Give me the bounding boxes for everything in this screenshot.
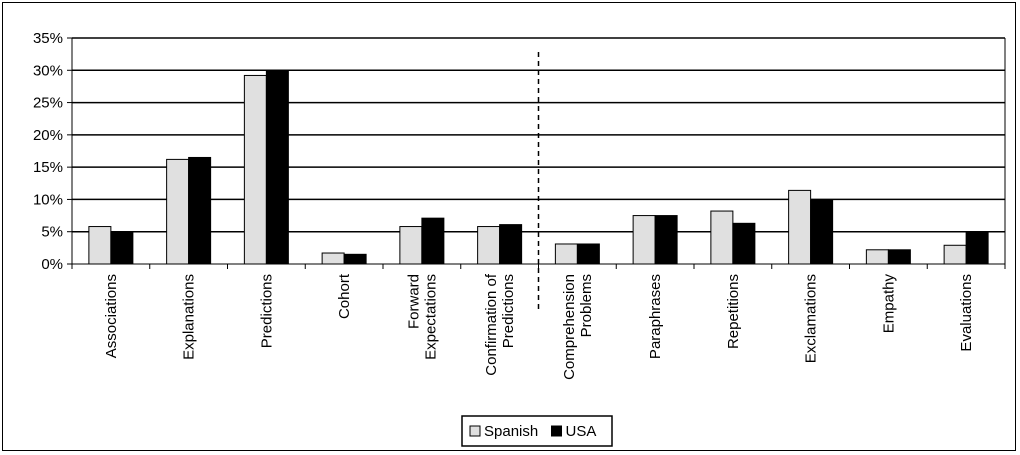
category-label-line: Repetitions	[725, 274, 742, 349]
category-label-line: Evaluations	[958, 274, 975, 352]
category-label: Exclamations	[803, 274, 820, 363]
category-label-line: Predictions	[500, 274, 517, 348]
bar-usa	[110, 231, 134, 265]
category-label: ForwardExpectations	[405, 274, 439, 360]
bar-usa	[887, 249, 911, 265]
bar-spanish	[632, 215, 656, 265]
bar-spanish	[865, 249, 889, 265]
y-tick-label: 35%	[33, 30, 63, 47]
bar-usa	[810, 199, 834, 265]
category-label-line: Associations	[103, 274, 120, 358]
bars	[88, 69, 989, 265]
bar-usa	[576, 243, 600, 265]
legend: Spanish USA	[461, 415, 613, 447]
category-label: Paraphrases	[647, 274, 664, 359]
bar-spanish	[166, 158, 190, 265]
category-label-line: Exclamations	[803, 274, 820, 363]
bar-usa	[343, 253, 367, 265]
bar-spanish	[477, 226, 501, 265]
bar-usa	[421, 217, 445, 265]
y-tick-label: 5%	[41, 224, 63, 241]
category-label: Associations	[103, 274, 120, 358]
bar-spanish	[554, 243, 578, 265]
legend-label-usa: USA	[566, 423, 597, 440]
category-label: Predictions	[258, 274, 275, 348]
category-label: Repetitions	[725, 274, 742, 349]
y-tick-label: 15%	[33, 159, 63, 176]
category-label-line: Expectations	[422, 274, 439, 360]
category-label: Explanations	[181, 274, 198, 360]
y-tick-label: 0%	[41, 256, 63, 273]
legend-swatch-usa	[551, 425, 562, 437]
category-label-line: Comprehension	[561, 274, 578, 380]
category-labels: Associations Explanations Predictions Cohor…	[103, 273, 975, 380]
category-label: Confirmation ofPredictions	[483, 273, 517, 376]
bar-spanish	[88, 226, 112, 265]
bar-usa	[654, 215, 678, 265]
bar-spanish	[399, 226, 423, 265]
bar-spanish	[243, 74, 267, 265]
legend-label-spanish: Spanish	[484, 423, 538, 440]
category-label: Cohort	[336, 273, 353, 319]
y-tick-label: 20%	[33, 127, 63, 144]
category-label-line: Cohort	[336, 273, 353, 319]
legend-box	[461, 415, 613, 447]
category-label: Empathy	[880, 274, 897, 334]
y-tick-label: 25%	[33, 95, 63, 112]
bar-usa	[499, 224, 523, 265]
bar-spanish	[710, 210, 734, 265]
y-axis: 0% 5% 10% 15% 20% 25% 30% 35%	[33, 30, 1006, 273]
category-label: Evaluations	[958, 274, 975, 352]
category-label-line: Problems	[578, 274, 595, 337]
y-tick-label: 30%	[33, 62, 63, 79]
bar-usa	[188, 156, 212, 265]
bar-usa	[732, 222, 756, 265]
bar-spanish	[321, 252, 345, 265]
category-label-line: Predictions	[258, 274, 275, 348]
legend-swatch-spanish	[469, 425, 481, 437]
bar-usa	[965, 231, 989, 265]
category-label-line: Forward	[405, 274, 422, 329]
bar-usa	[265, 69, 289, 265]
category-label-line: Explanations	[181, 274, 198, 360]
category-label-line: Paraphrases	[647, 274, 664, 359]
category-label-line: Empathy	[880, 274, 897, 334]
bar-spanish	[788, 189, 812, 265]
y-tick-label: 10%	[33, 191, 63, 208]
bar-spanish	[943, 244, 967, 265]
category-label-line: Confirmation of	[483, 273, 500, 376]
category-label: ComprehensionProblems	[561, 274, 595, 380]
